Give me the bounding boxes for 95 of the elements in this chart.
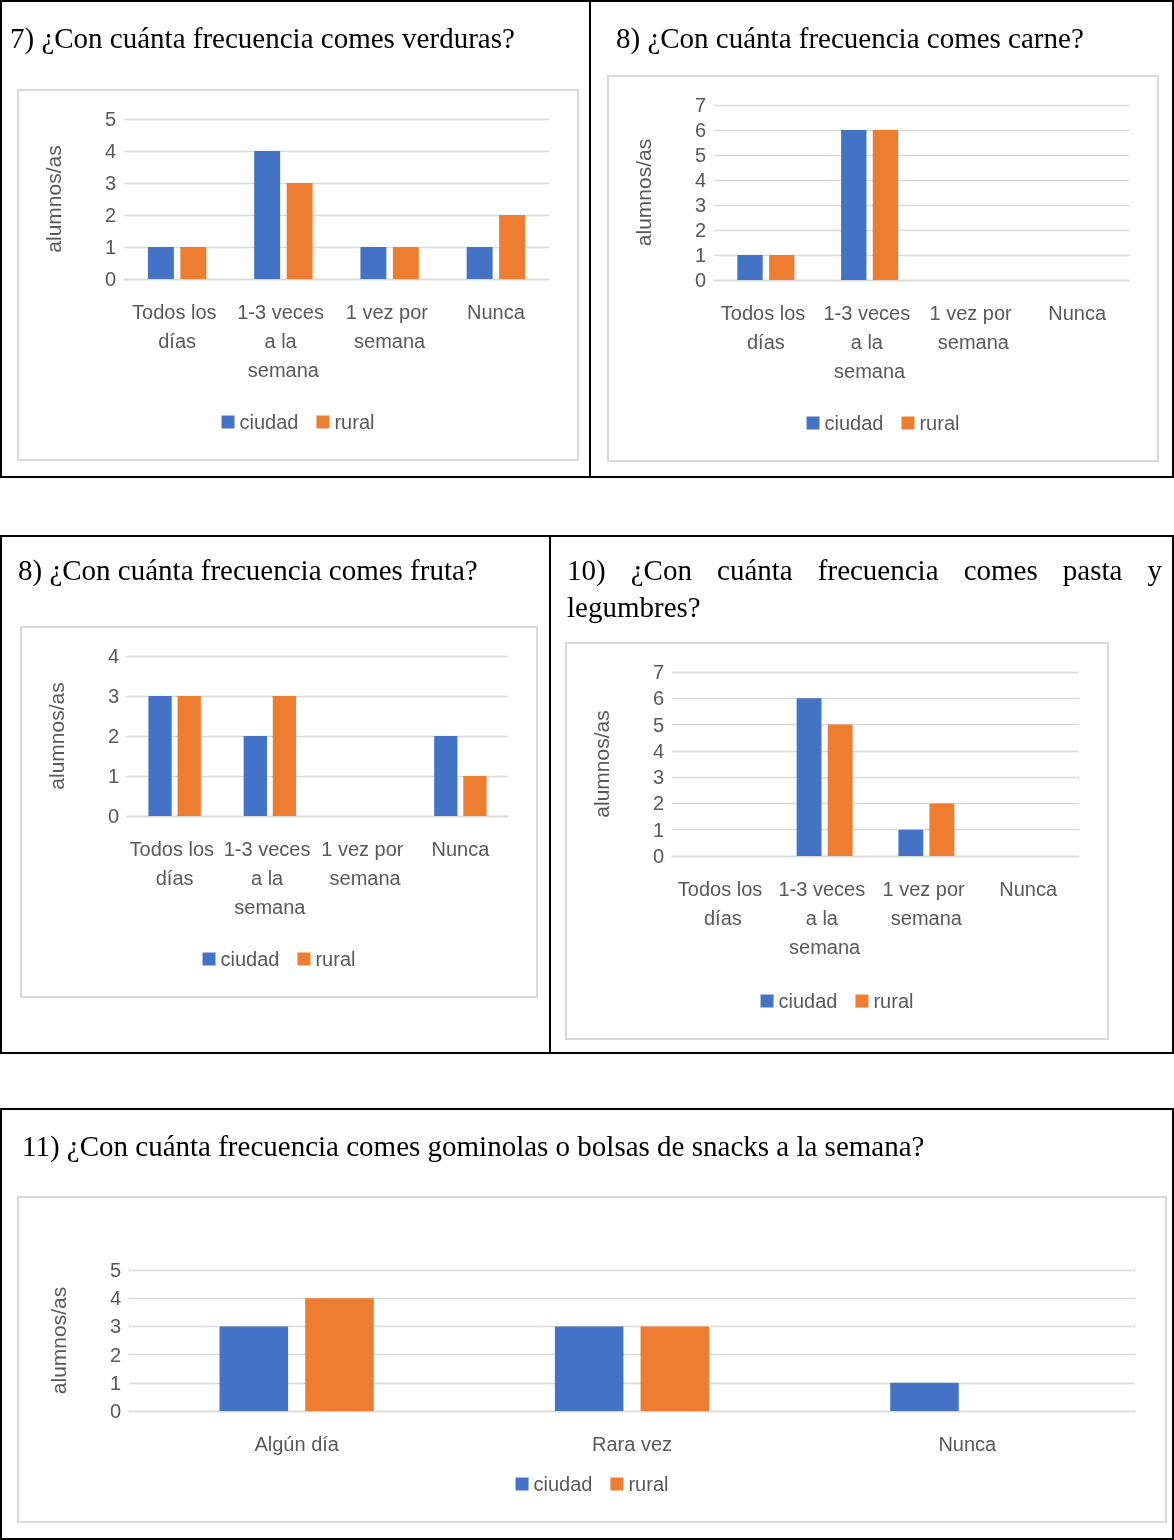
y-tick-label: 4 — [652, 739, 664, 762]
chart-title: 8) ¿Con cuánta frecuencia comes fruta? — [18, 553, 479, 588]
x-tick-label: Nunca — [938, 1432, 998, 1455]
x-tick-label: Todos los días — [129, 837, 220, 889]
y-axis-title: alumnos/as — [47, 1286, 70, 1395]
y-tick-label: 1 — [652, 818, 664, 841]
bar — [499, 215, 526, 279]
bar — [898, 829, 924, 856]
x-tick-label: Todos los días — [132, 300, 223, 352]
bar — [827, 724, 853, 856]
y-tick-label: 2 — [652, 792, 664, 815]
bar — [286, 183, 313, 279]
y-tick-label: 0 — [109, 1400, 121, 1422]
bar — [219, 1326, 289, 1411]
x-tick-label: 1 vez por semana — [882, 877, 971, 929]
y-axis-title: alumnos/as — [42, 145, 65, 253]
legend-label: ciudad — [533, 1473, 593, 1495]
x-tick-label: 1 vez por semana — [321, 837, 410, 889]
chart-title: 7) ¿Con cuánta frecuencia comes verduras? — [10, 21, 516, 56]
bar — [554, 1326, 624, 1411]
bar — [243, 736, 267, 816]
y-tick-label: 3 — [694, 194, 706, 216]
y-tick-label: 0 — [104, 268, 116, 290]
x-tick-label: 1 vez por semana — [929, 301, 1018, 353]
legend-label: rural — [628, 1473, 669, 1495]
y-tick-label: 1 — [109, 1371, 121, 1394]
y-tick-label: 5 — [109, 1259, 121, 1281]
x-tick-label: Rara vez — [591, 1432, 673, 1455]
x-tick-label: Nunca — [431, 837, 491, 860]
bar — [463, 776, 487, 816]
bar — [929, 803, 955, 856]
y-tick-label: 1 — [107, 765, 119, 787]
bar — [180, 247, 207, 279]
bar — [254, 151, 281, 279]
bar — [392, 247, 419, 279]
y-axis-title: alumnos/as — [632, 138, 655, 247]
legend-label: rural — [873, 990, 914, 1012]
bar — [305, 1298, 374, 1411]
bar — [147, 247, 174, 279]
bar — [640, 1326, 710, 1411]
x-tick-label: Nunca — [999, 877, 1058, 900]
y-tick-label: 1 — [694, 244, 706, 266]
x-tick-label: 1-3 veces a la semana — [223, 837, 317, 918]
y-tick-label: 4 — [104, 140, 116, 162]
x-tick-label: Todos los días — [720, 301, 811, 353]
y-tick-label: 3 — [104, 172, 116, 194]
y-tick-label: 7 — [652, 661, 664, 683]
chart-title: 11) ¿Con cuánta frecuencia comes gominolas o bolsas de snacks a la semana? — [22, 1129, 926, 1164]
legend-label: ciudad — [824, 412, 884, 434]
bar — [890, 1382, 959, 1411]
y-tick-label: 5 — [104, 108, 116, 130]
legend-label: ciudad — [239, 411, 299, 433]
chart-title: 10) ¿Con cuánta frecuencia comes pasta y legumbres? — [567, 553, 1162, 625]
y-tick-label: 3 — [109, 1315, 121, 1338]
y-tick-label: 4 — [694, 169, 706, 191]
chart-title: 8) ¿Con cuánta frecuencia comes carne? — [616, 21, 1085, 56]
y-tick-label: 2 — [107, 725, 119, 747]
bar — [148, 696, 172, 816]
y-tick-label: 2 — [694, 219, 706, 241]
y-tick-label: 0 — [694, 269, 706, 291]
x-tick-label: 1-3 veces a la semana — [823, 301, 916, 382]
bar — [272, 696, 297, 816]
y-axis-title: alumnos/as — [45, 682, 68, 790]
x-tick-label: Algún día — [254, 1432, 340, 1455]
x-tick-label: 1-3 veces a la semana — [778, 877, 871, 958]
y-tick-label: 7 — [694, 94, 706, 116]
bar — [177, 696, 201, 816]
x-tick-label: 1-3 veces a la semana — [237, 300, 330, 381]
y-tick-label: 4 — [107, 645, 119, 667]
legend-label: rural — [315, 948, 356, 970]
y-tick-label: 6 — [694, 119, 706, 141]
legend-label: rural — [919, 412, 960, 434]
y-tick-label: 2 — [104, 204, 116, 226]
x-tick-label: 1 vez por semana — [345, 300, 434, 352]
y-tick-label: 6 — [652, 687, 664, 710]
y-tick-label: 0 — [107, 805, 119, 827]
y-tick-label: 5 — [652, 713, 664, 736]
x-tick-label: Nunca — [466, 300, 526, 323]
bar — [434, 736, 458, 816]
bar — [360, 247, 387, 279]
legend-label: ciudad — [220, 948, 280, 970]
bar — [796, 698, 822, 856]
y-tick-label: 4 — [109, 1287, 121, 1310]
y-tick-label: 5 — [694, 144, 706, 166]
y-tick-label: 3 — [652, 766, 664, 789]
bar — [466, 247, 493, 279]
y-tick-label: 1 — [104, 236, 116, 258]
y-axis-title: alumnos/as — [590, 710, 613, 818]
legend-label: ciudad — [778, 990, 838, 1012]
x-tick-label: Todos los días — [677, 877, 768, 929]
x-tick-label: Nunca — [1048, 301, 1107, 324]
y-tick-label: 3 — [107, 685, 119, 707]
y-tick-label: 0 — [652, 845, 664, 867]
y-tick-label: 2 — [109, 1343, 121, 1366]
legend-label: rural — [334, 411, 375, 433]
